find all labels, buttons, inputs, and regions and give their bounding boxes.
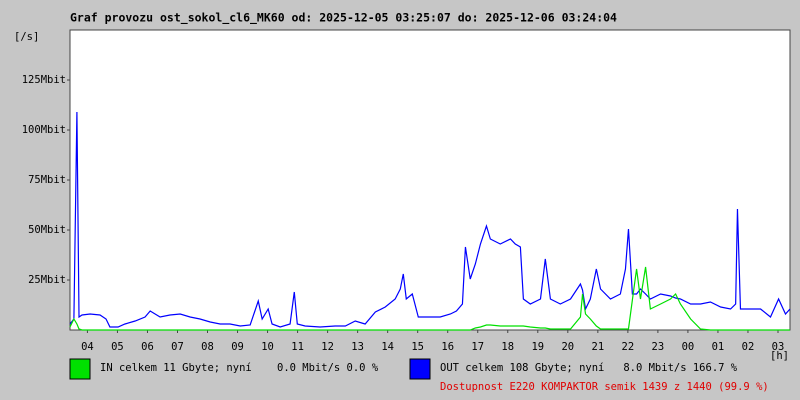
x-tick-label: 18: [501, 341, 514, 353]
y-tick-label: 100Mbit: [22, 124, 66, 136]
legend-swatch: [409, 358, 431, 380]
x-tick-label: 05: [111, 341, 124, 353]
x-axis-label: [h]: [770, 350, 789, 362]
availability-note: Dostupnost E220 KOMPAKTOR semik 1439 z 1…: [440, 381, 769, 393]
x-tick-label: 06: [141, 341, 154, 353]
legend-label: IN celkem 11 Gbyte; nyní 0.0 Mbit/s 0.0 …: [100, 362, 379, 374]
x-tick-label: 03: [772, 341, 785, 353]
x-tick-label: 11: [291, 341, 304, 353]
x-tick-label: 08: [201, 341, 214, 353]
x-tick-label: 01: [712, 341, 725, 353]
chart-title: Graf provozu ost_sokol_cl6_MK60 od: 2025…: [70, 11, 617, 26]
x-tick-label: 04: [81, 341, 94, 353]
series-line: [69, 111, 791, 328]
x-tick-label: 15: [411, 341, 424, 353]
y-tick-label: 25Mbit: [28, 274, 66, 286]
x-tick-label: 09: [231, 341, 244, 353]
plot-area: [69, 29, 791, 331]
y-tick-label: 125Mbit: [22, 74, 66, 86]
x-tick-label: 23: [652, 341, 665, 353]
x-tick-label: 14: [381, 341, 394, 353]
x-tick-label: 13: [351, 341, 364, 353]
x-tick-label: 21: [592, 341, 605, 353]
y-axis-label: [/s]: [14, 31, 39, 43]
x-tick-label: 19: [531, 341, 544, 353]
x-tick-label: 22: [622, 341, 635, 353]
y-tick-label: 50Mbit: [28, 224, 66, 236]
legend-swatch: [69, 358, 91, 380]
x-tick-label: 20: [561, 341, 574, 353]
y-tick-label: 75Mbit: [28, 174, 66, 186]
x-tick-label: 07: [171, 341, 184, 353]
legend-label: OUT celkem 108 Gbyte; nyní 8.0 Mbit/s 16…: [440, 362, 738, 374]
x-tick-label: 10: [261, 341, 274, 353]
x-tick-label: 12: [321, 341, 334, 353]
x-tick-label: 17: [471, 341, 484, 353]
series-line: [69, 266, 790, 331]
x-tick-label: 00: [682, 341, 695, 353]
x-tick-label: 16: [441, 341, 454, 353]
x-tick-label: 02: [742, 341, 755, 353]
